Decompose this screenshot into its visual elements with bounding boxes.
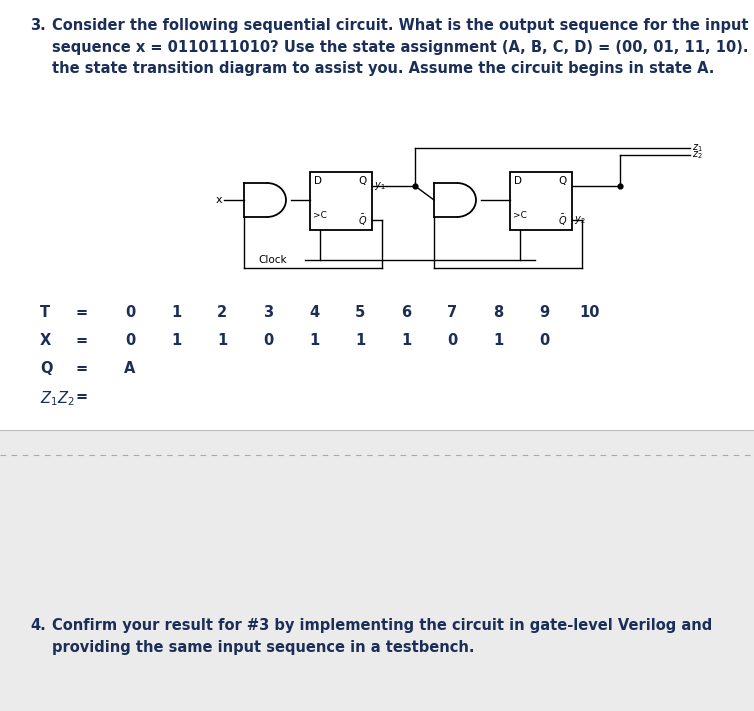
Text: =: =: [76, 333, 88, 348]
Text: $y_1$: $y_1$: [374, 180, 385, 192]
Text: 6: 6: [401, 305, 411, 320]
Text: Q: Q: [558, 176, 566, 186]
Text: >C: >C: [513, 211, 527, 220]
Text: $z_2$: $z_2$: [692, 149, 703, 161]
Text: $z_1$: $z_1$: [692, 142, 703, 154]
Text: T: T: [40, 305, 50, 320]
Text: Q: Q: [358, 176, 366, 186]
Text: 0: 0: [125, 305, 135, 320]
Text: X: X: [40, 333, 51, 348]
Text: 10: 10: [580, 305, 600, 320]
Text: =: =: [76, 389, 88, 404]
Bar: [0, 0, 754, 430]
Text: 5: 5: [355, 305, 365, 320]
Text: 4: 4: [309, 305, 319, 320]
Text: 0: 0: [539, 333, 549, 348]
Bar: [510, 172, 572, 230]
Text: Confirm your result for #3 by implementing the circuit in gate-level Verilog and: Confirm your result for #3 by implementi…: [52, 618, 713, 655]
Text: 0: 0: [263, 333, 273, 348]
Text: 1: 1: [171, 305, 181, 320]
Text: D: D: [314, 176, 322, 186]
Text: Clock: Clock: [258, 255, 287, 265]
Text: 3.: 3.: [30, 18, 46, 33]
Text: $\bar{Q}$: $\bar{Q}$: [358, 213, 367, 228]
Text: 8: 8: [493, 305, 503, 320]
Text: 9: 9: [539, 305, 549, 320]
Text: 2: 2: [217, 305, 227, 320]
Text: $\bar{Q}$: $\bar{Q}$: [558, 213, 567, 228]
Text: 1: 1: [401, 333, 411, 348]
Text: D: D: [514, 176, 522, 186]
Text: 7: 7: [447, 305, 457, 320]
Text: 1: 1: [493, 333, 503, 348]
Text: Consider the following sequential circuit. What is the output sequence for the i: Consider the following sequential circui…: [52, 18, 754, 76]
Text: 1: 1: [309, 333, 319, 348]
Text: >C: >C: [313, 211, 327, 220]
Text: 1: 1: [355, 333, 365, 348]
Bar: [0, 430, 754, 711]
Text: $y_2$: $y_2$: [574, 214, 586, 226]
Bar: [310, 172, 372, 230]
Text: A: A: [124, 361, 136, 376]
Text: 0: 0: [125, 333, 135, 348]
Text: $Z_1Z_2$: $Z_1Z_2$: [40, 389, 75, 407]
Text: =: =: [76, 361, 88, 376]
Text: 4.: 4.: [30, 618, 46, 633]
Text: 3: 3: [263, 305, 273, 320]
Text: 1: 1: [171, 333, 181, 348]
Text: 1: 1: [217, 333, 227, 348]
Text: =: =: [76, 305, 88, 320]
Text: Q: Q: [40, 361, 53, 376]
Text: x: x: [216, 195, 222, 205]
Text: 0: 0: [447, 333, 457, 348]
